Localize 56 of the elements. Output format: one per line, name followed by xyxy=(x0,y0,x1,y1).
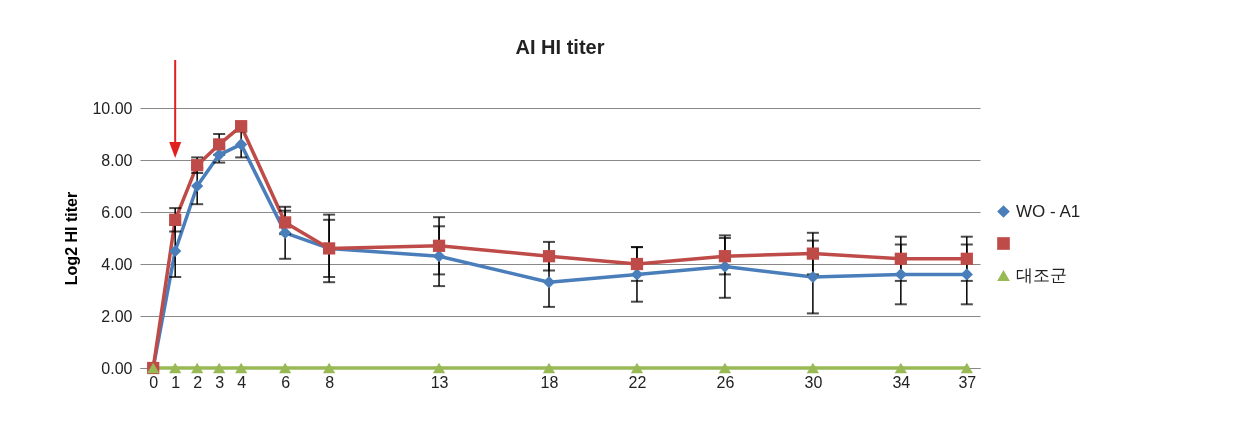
point xyxy=(322,362,336,374)
point xyxy=(718,260,732,273)
point xyxy=(213,138,226,151)
point xyxy=(213,362,226,374)
x-tick-label: 8 xyxy=(325,373,335,391)
x-tick-label: 0 xyxy=(149,373,159,391)
point xyxy=(235,138,248,151)
point xyxy=(806,362,819,374)
x-tick-label: 34 xyxy=(892,373,911,391)
point xyxy=(630,362,644,374)
point xyxy=(718,250,732,263)
x-tick-label: 4 xyxy=(237,373,247,391)
y-axis-title: Log2 HI titer xyxy=(63,191,81,286)
y-tick-label: 6.00 xyxy=(101,203,133,221)
y-tick-label: 10.00 xyxy=(92,99,133,117)
point xyxy=(542,276,556,289)
x-tick-label: 18 xyxy=(540,373,559,391)
x-tick-label: 2 xyxy=(193,373,203,391)
x-tick-label: 13 xyxy=(430,373,449,391)
point xyxy=(718,362,732,374)
point xyxy=(960,252,973,265)
y-tick-label: 2.00 xyxy=(101,307,133,325)
point xyxy=(894,252,907,265)
point xyxy=(542,362,556,374)
x-tick-label: 26 xyxy=(716,373,735,391)
y-tick-label: 8.00 xyxy=(101,151,133,169)
point xyxy=(960,362,973,374)
point xyxy=(169,244,182,258)
x-tick-label: 30 xyxy=(804,373,823,391)
point xyxy=(279,216,292,229)
point xyxy=(542,250,556,263)
point xyxy=(191,362,204,374)
point xyxy=(432,239,446,252)
point xyxy=(630,257,644,271)
legend-label: 대조군 xyxy=(1016,265,1067,285)
point xyxy=(279,362,292,374)
x-tick-label: 3 xyxy=(215,373,225,391)
point xyxy=(806,247,819,260)
x-tick-label: 37 xyxy=(958,373,977,391)
x-tick-label: 6 xyxy=(281,373,291,391)
point xyxy=(806,270,819,284)
legend-label: WO - A1 xyxy=(1016,201,1081,221)
point xyxy=(432,362,446,374)
point xyxy=(630,268,644,281)
x-tick-label: 22 xyxy=(628,373,647,391)
point xyxy=(432,250,446,263)
point xyxy=(894,362,907,374)
point xyxy=(235,120,248,133)
point xyxy=(169,362,182,374)
x-tick-label: 1 xyxy=(171,373,181,391)
point xyxy=(191,179,204,193)
point xyxy=(235,362,248,374)
y-tick-label: 0.00 xyxy=(101,359,133,377)
chart-title: AI HI titer xyxy=(515,36,605,58)
point xyxy=(169,213,182,226)
y-tick-label: 4.00 xyxy=(101,255,133,273)
